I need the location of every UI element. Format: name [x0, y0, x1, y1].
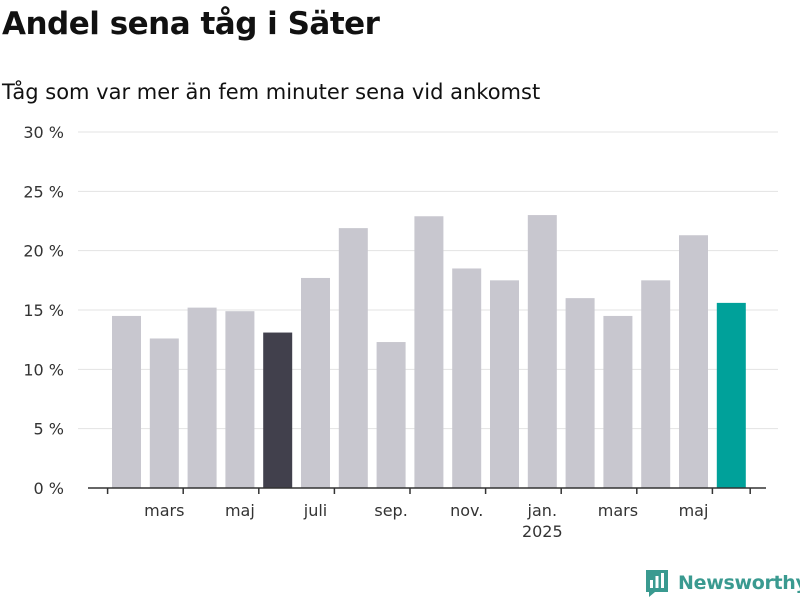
chart-title: Andel sena tåg i Säter — [2, 6, 380, 42]
y-tick-label: 10 % — [23, 360, 64, 379]
bar — [565, 298, 595, 488]
bar — [301, 277, 330, 488]
y-tick-label: 5 % — [34, 420, 64, 439]
x-tick-label: nov. — [450, 501, 483, 520]
newsworthy-logo-text: Newsworthy — [678, 572, 800, 594]
x-tick-label: maj — [225, 501, 255, 520]
x-tick-sublabel: 2025 — [522, 522, 563, 541]
bar — [376, 342, 406, 488]
bar — [338, 228, 368, 488]
newsworthy-logo: Newsworthy — [644, 568, 800, 598]
bar — [603, 315, 633, 488]
bar — [263, 332, 293, 488]
y-tick-label: 25 % — [23, 182, 64, 201]
newsworthy-logo-icon — [646, 570, 668, 597]
bar — [187, 307, 217, 488]
bar — [716, 302, 746, 488]
x-tick-label: mars — [144, 501, 184, 520]
bar — [527, 215, 557, 489]
y-tick-label: 20 % — [23, 242, 64, 261]
x-tick-label: juli — [303, 501, 327, 520]
y-tick-label: 30 % — [23, 123, 64, 142]
y-tick-label: 0 % — [34, 479, 64, 498]
bar — [112, 315, 141, 488]
bar — [414, 216, 444, 488]
chart-subtitle: Tåg som var mer än fem minuter sena vid … — [2, 80, 541, 104]
x-tick-label: sep. — [374, 501, 407, 520]
x-tick-label: maj — [679, 501, 709, 520]
bar — [149, 338, 179, 488]
y-tick-label: 15 % — [23, 301, 64, 320]
x-tick-label: mars — [598, 501, 638, 520]
x-tick-label: jan. — [527, 501, 557, 520]
bar — [641, 280, 671, 488]
bar-chart: 0 % 5 % 10 % 15 % 20 % 25 % 30 % mars maj juli sep… — [23, 123, 778, 541]
bar — [452, 268, 482, 488]
bar — [679, 235, 708, 488]
bar — [490, 280, 519, 488]
bar — [225, 311, 255, 488]
